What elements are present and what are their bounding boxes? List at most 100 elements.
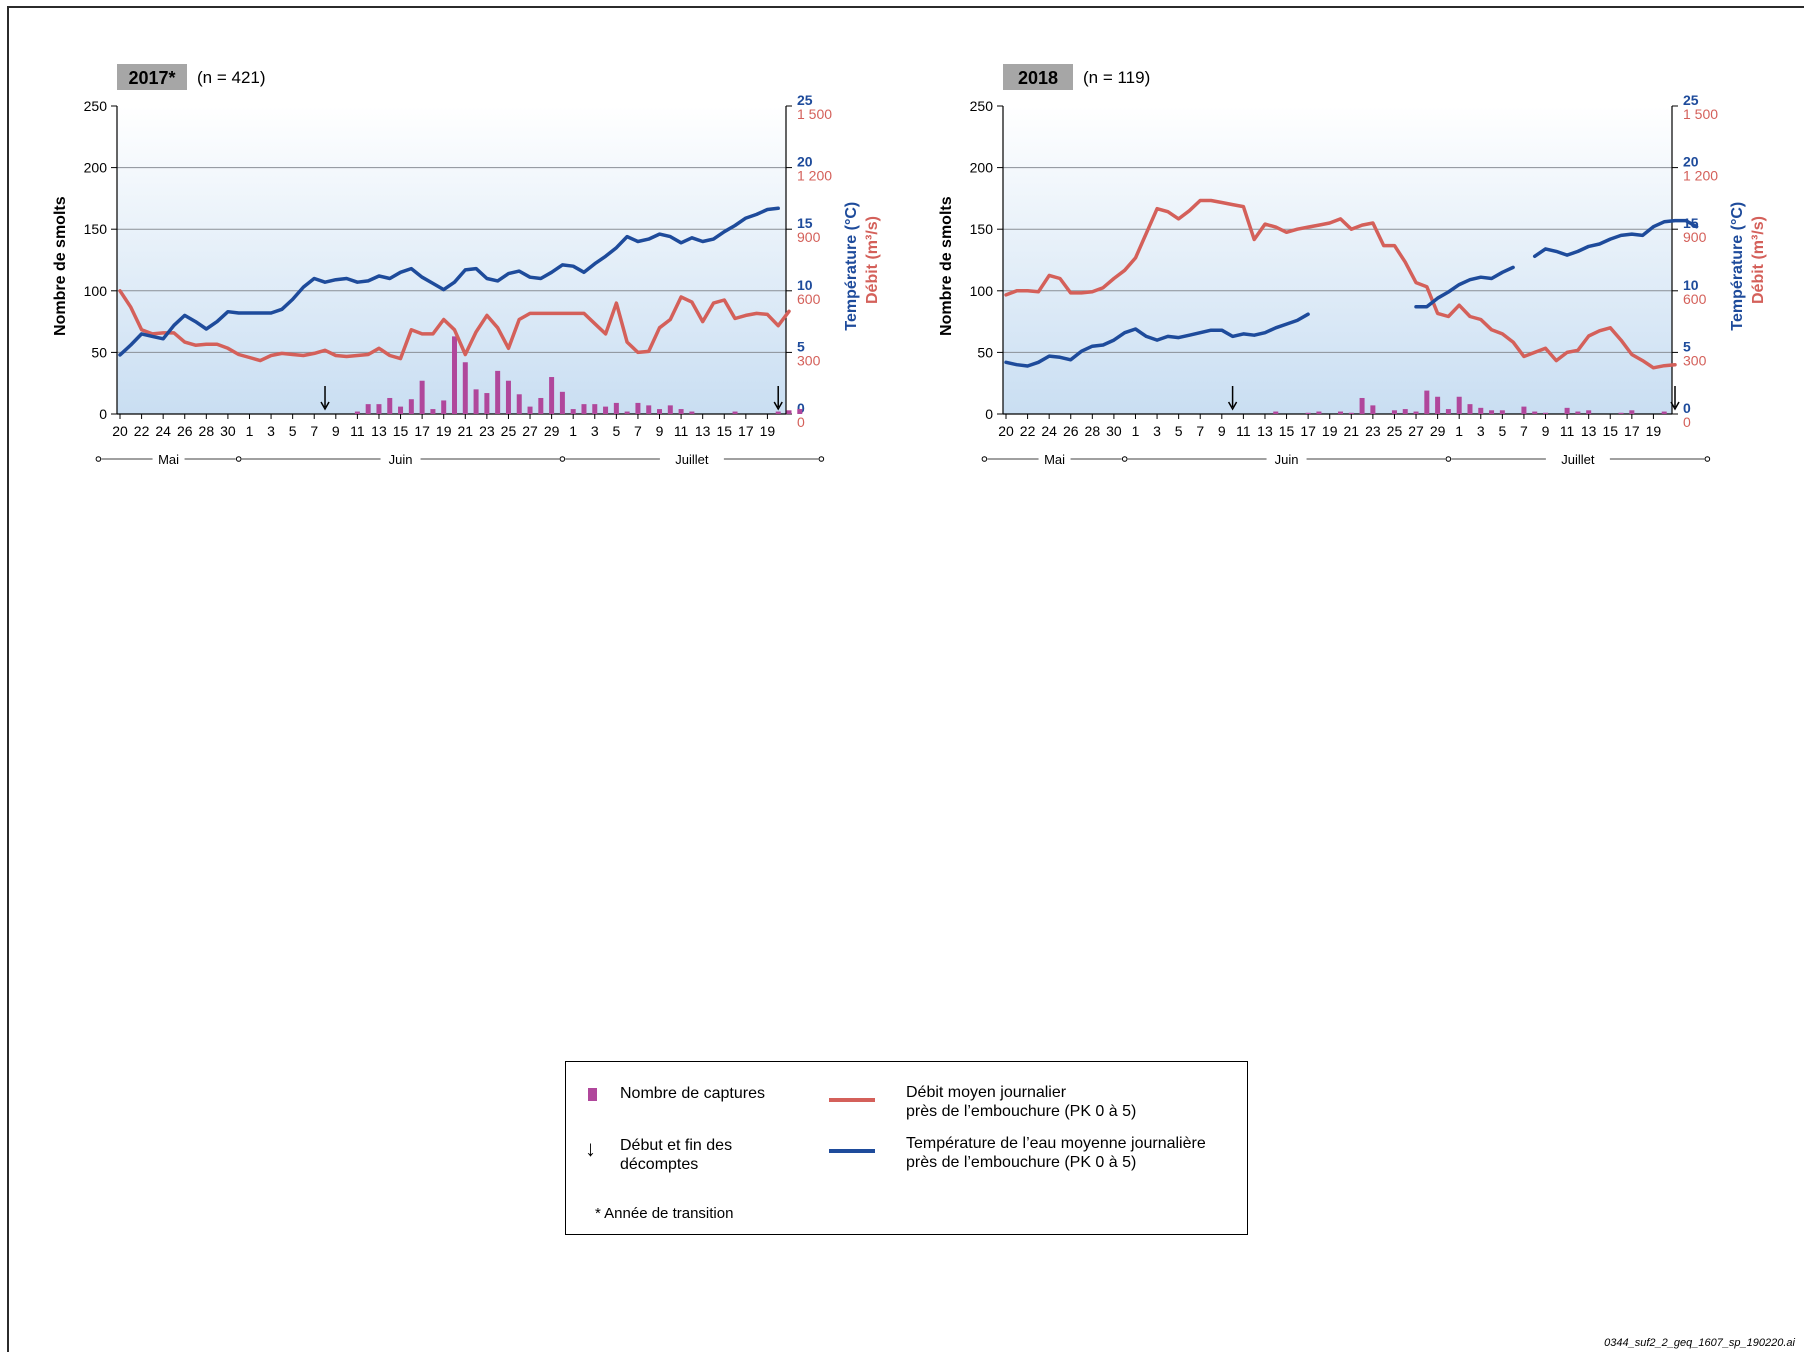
capture-bar <box>505 380 511 414</box>
capture-bar <box>1575 411 1581 414</box>
x-tick-label: 3 <box>1477 423 1485 439</box>
capture-bar <box>516 394 522 414</box>
capture-bar <box>570 409 576 414</box>
chart-2018: 2018 (n = 119)050100150200250005300106001… <box>938 64 1767 467</box>
panel-title-badge <box>117 64 187 90</box>
capture-bar <box>398 406 404 414</box>
capture-bar <box>1305 412 1311 414</box>
month-boundary-marker <box>235 456 242 462</box>
y-flow-tick-label: 600 <box>797 291 821 307</box>
x-tick-label: 7 <box>1196 423 1204 439</box>
x-tick-label: 11 <box>1236 423 1251 439</box>
x-tick-label: 7 <box>1520 423 1528 439</box>
capture-bar <box>797 409 803 414</box>
panel-title: 2018 <box>1018 68 1058 88</box>
y-flow-tick-label: 900 <box>1683 229 1707 245</box>
month-label: Juin <box>389 452 413 467</box>
x-tick-label: 20 <box>112 423 128 439</box>
y-left-tick-label: 0 <box>985 406 993 422</box>
capture-bar <box>1435 396 1441 414</box>
x-tick-label: 17 <box>1300 423 1316 439</box>
sample-size: (n = 119) <box>1083 68 1150 87</box>
flow-line <box>118 289 791 363</box>
temperature-line <box>118 206 780 357</box>
month-boundary-marker <box>95 456 102 462</box>
x-tick-label: 28 <box>1085 423 1101 439</box>
x-tick-label: 13 <box>695 423 711 439</box>
x-tick-label: 21 <box>1344 423 1360 439</box>
x-tick-label: 11 <box>674 423 689 439</box>
x-tick-label: 1 <box>246 423 254 439</box>
x-tick-label: 1 <box>569 423 577 439</box>
x-tick-label: 5 <box>289 423 297 439</box>
capture-bar <box>1424 390 1430 414</box>
capture-bar <box>786 410 792 414</box>
y-left-tick-label: 150 <box>84 221 108 237</box>
capture-bar <box>473 389 479 414</box>
capture-bar <box>1456 396 1462 414</box>
counting-arrow-head <box>320 401 330 411</box>
capture-bar <box>1402 409 1408 414</box>
legend-captures-label: Nombre de captures <box>620 1085 765 1102</box>
flow-line <box>1004 198 1677 370</box>
capture-bar <box>646 405 652 414</box>
y-left-tick-label: 100 <box>84 283 108 299</box>
y-left-tick-label: 250 <box>84 98 108 114</box>
x-tick-label: 29 <box>1430 423 1446 439</box>
month-boundary-marker <box>1121 456 1128 462</box>
capture-bar <box>603 406 609 414</box>
month-label: Juillet <box>675 452 709 467</box>
x-tick-label: 17 <box>738 423 754 439</box>
y-left-tick-label: 50 <box>91 344 107 360</box>
x-tick-label: 9 <box>656 423 664 439</box>
capture-bar <box>667 405 673 414</box>
x-tick-label: 27 <box>1408 423 1424 439</box>
capture-bar <box>1618 412 1624 414</box>
capture-bar <box>1467 404 1473 414</box>
chart-2017: 2017* (n = 421)05010015020025000530010600… <box>52 64 881 467</box>
sample-size: (n = 421) <box>197 68 266 87</box>
x-tick-label: 1 <box>1132 423 1140 439</box>
y-temperature-tick-label: 20 <box>797 154 813 170</box>
plot-background <box>117 106 786 414</box>
capture-bar <box>1359 397 1365 414</box>
x-tick-label: 24 <box>1041 423 1057 439</box>
capture-bar <box>1629 410 1635 414</box>
capture-bar <box>678 409 684 414</box>
capture-bar <box>527 406 533 414</box>
legend-temperature-swatch <box>829 1149 875 1153</box>
capture-bar <box>495 370 501 414</box>
x-tick-label: 19 <box>1322 423 1338 439</box>
counting-arrow-head <box>773 401 783 411</box>
y-flow-tick-label: 0 <box>797 414 805 430</box>
x-tick-label: 15 <box>1279 423 1295 439</box>
month-label: Mai <box>158 452 179 467</box>
x-tick-label: 13 <box>371 423 387 439</box>
x-tick-label: 23 <box>1365 423 1381 439</box>
x-tick-label: 17 <box>1624 423 1640 439</box>
capture-bar <box>408 399 414 414</box>
capture-bar <box>613 402 619 414</box>
x-tick-label: 9 <box>1542 423 1550 439</box>
x-tick-label: 7 <box>634 423 642 439</box>
capture-bar <box>1273 411 1279 414</box>
x-tick-label: 26 <box>177 423 193 439</box>
capture-bar <box>387 397 393 414</box>
capture-bar <box>689 411 695 414</box>
month-label: Juin <box>1275 452 1299 467</box>
month-label: Mai <box>1044 452 1065 467</box>
x-tick-label: 19 <box>436 423 452 439</box>
x-tick-label: 17 <box>414 423 430 439</box>
y-temperature-tick-label: 20 <box>1683 154 1699 170</box>
y-flow-axis-title: Débit (m³/s) <box>864 216 881 304</box>
x-tick-label: 11 <box>350 423 365 439</box>
y-left-tick-label: 0 <box>99 406 107 422</box>
x-tick-label: 27 <box>522 423 538 439</box>
x-tick-label: 30 <box>1106 423 1122 439</box>
capture-bar <box>462 362 468 414</box>
capture-bar <box>1532 411 1538 414</box>
month-boundary-marker <box>981 456 988 462</box>
x-tick-label: 29 <box>544 423 560 439</box>
capture-bar <box>1489 410 1495 414</box>
y-flow-tick-label: 1 500 <box>1683 106 1718 122</box>
